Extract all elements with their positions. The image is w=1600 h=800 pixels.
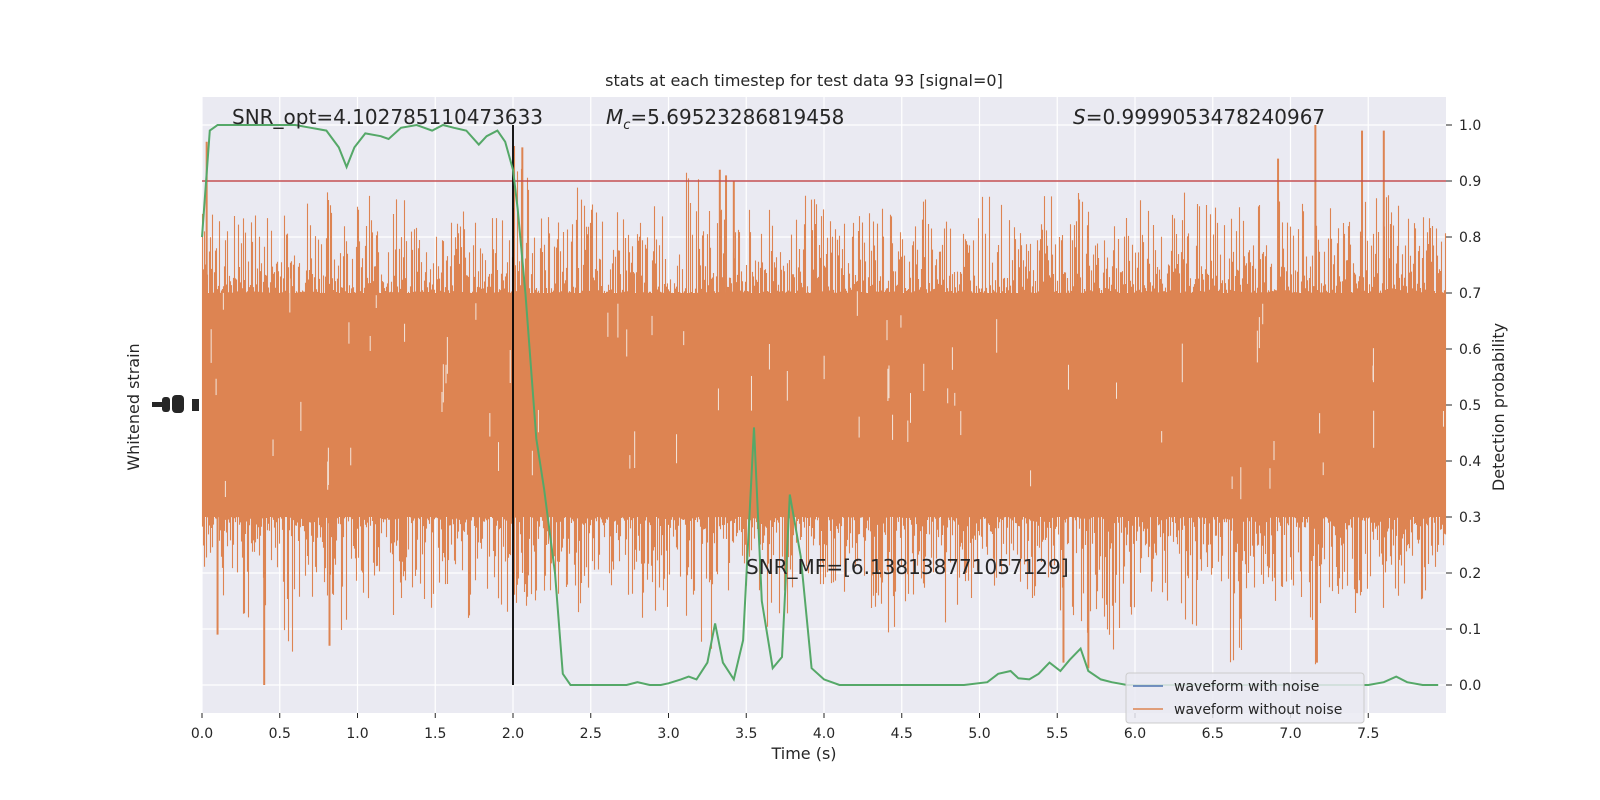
y-tick-label: 0.5 xyxy=(1459,398,1481,414)
x-tick-label: 3.0 xyxy=(657,726,679,742)
x-tick-label: 4.0 xyxy=(813,726,835,742)
left-axis-label: Whitened strain xyxy=(124,343,143,470)
x-axis-ticks: 0.0 0.5 1.0 1.5 2.0 2.5 3.0 3.5 4.0 4.5 5.0 5.5 6.0 6… xyxy=(191,713,1379,742)
x-tick-label: 5.0 xyxy=(968,726,990,742)
x-tick-label: 7.5 xyxy=(1357,726,1379,742)
y-tick-label: 0.0 xyxy=(1459,678,1481,694)
y-tick-label: 0.1 xyxy=(1459,622,1481,638)
chart-title: stats at each timestep for test data 93 … xyxy=(605,71,1003,90)
left-tick-glyph xyxy=(192,399,199,411)
x-tick-label: 2.0 xyxy=(502,726,524,742)
y-tick-label: 0.9 xyxy=(1459,174,1481,190)
x-tick-label: 0.5 xyxy=(269,726,291,742)
x-tick-label: 1.5 xyxy=(424,726,446,742)
left-tick-glyph xyxy=(152,402,162,407)
x-tick-label: 5.5 xyxy=(1046,726,1068,742)
y-tick-label: 0.2 xyxy=(1459,566,1481,582)
legend: waveform with noise waveform without noi… xyxy=(1125,672,1365,724)
chirp-mass-symbol: M xyxy=(606,105,623,129)
noise-core xyxy=(202,293,1446,517)
s-value: =0.9999053478240967 xyxy=(1086,105,1325,129)
x-tick-label: 0.0 xyxy=(191,726,213,742)
x-axis-label: Time (s) xyxy=(770,744,836,763)
x-tick-label: 2.5 xyxy=(580,726,602,742)
x-tick-label: 6.5 xyxy=(1202,726,1224,742)
y-tick-label: 1.0 xyxy=(1459,118,1481,134)
left-tick-glyph xyxy=(162,397,170,412)
chirp-mass-subscript: c xyxy=(623,118,630,133)
y-tick-label: 0.6 xyxy=(1459,342,1481,358)
chirp-mass-value: =5.69523286819458 xyxy=(630,105,844,129)
right-axis-ticks: 0.0 0.1 0.2 0.3 0.4 0.5 0.6 0.7 0.8 0.9 1.0 xyxy=(1446,118,1481,694)
y-tick-label: 0.3 xyxy=(1459,510,1481,526)
right-axis-label: Detection probability xyxy=(1489,323,1508,491)
x-tick-label: 1.0 xyxy=(346,726,368,742)
legend-label-with-noise: waveform with noise xyxy=(1174,679,1319,695)
s-symbol: S xyxy=(1073,105,1086,129)
x-tick-label: 7.0 xyxy=(1279,726,1301,742)
y-tick-label: 0.4 xyxy=(1459,454,1481,470)
snr-mf-annotation: SNR_MF=[6.138138771057129] xyxy=(746,555,1069,579)
chirp-mass-annotation: Mc=5.69523286819458 xyxy=(606,105,844,133)
noise-waveform xyxy=(201,125,1447,685)
y-tick-label: 0.7 xyxy=(1459,286,1481,302)
left-tick-glyph xyxy=(172,395,184,413)
left-axis xyxy=(152,395,199,413)
legend-box xyxy=(1125,672,1365,724)
x-tick-label: 6.0 xyxy=(1124,726,1146,742)
x-tick-label: 4.5 xyxy=(891,726,913,742)
x-tick-label: 3.5 xyxy=(735,726,757,742)
detection-probability-line xyxy=(201,123,1439,686)
snr-opt-annotation: SNR_opt=4.102785110473633 xyxy=(232,105,543,129)
s-annotation: S=0.9999053478240967 xyxy=(1073,105,1325,129)
legend-label-without-noise: waveform without noise xyxy=(1174,702,1342,718)
y-tick-label: 0.8 xyxy=(1459,230,1481,246)
